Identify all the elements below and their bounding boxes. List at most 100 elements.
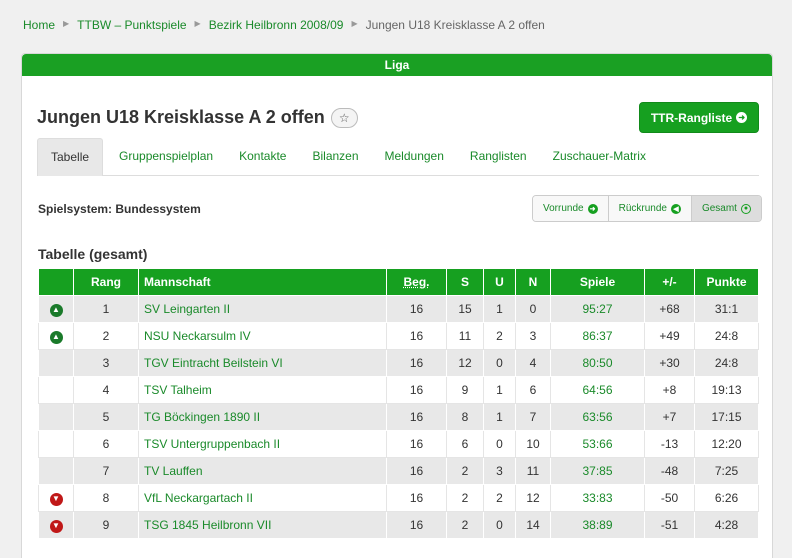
cell-rang: 6 [73,430,139,458]
tab-ranglisten[interactable]: Ranglisten [469,149,527,163]
breadcrumb-home[interactable]: Home [23,18,56,32]
favorite-star-button[interactable]: ☆ [330,107,358,128]
cell-s: 15 [446,295,484,323]
cell-rang: 3 [73,349,139,377]
cell-spiele[interactable]: 63:56 [550,403,645,431]
cell-punkte: 17:15 [694,403,759,431]
cell-u: 1 [483,376,516,404]
cell-u: 0 [483,511,516,539]
cell-s: 2 [446,457,484,485]
table-row: 7 TV Lauffen 16 2 3 11 37:85 -48 7:25 [38,457,759,485]
cell-u: 1 [483,403,516,431]
breadcrumb-separator-icon: ▶ [194,18,201,28]
cell-s: 12 [446,349,484,377]
cell-indicator [38,349,74,377]
cell-s: 2 [446,511,484,539]
col-s: S [446,268,484,296]
tab-tabelle[interactable]: Tabelle [37,138,104,176]
cell-spiele[interactable]: 80:50 [550,349,645,377]
cell-n: 4 [515,349,551,377]
cell-mannschaft: TGV Eintracht Beilstein VI [138,349,387,377]
cell-beg: 16 [386,403,447,431]
tab-bilanzen[interactable]: Bilanzen [312,149,359,163]
gesamt-button[interactable]: Gesamt ● [691,196,761,221]
rueckrunde-button[interactable]: Rückrunde ◀ [608,196,692,221]
panel-header: Liga [22,54,772,76]
cell-n: 11 [515,457,551,485]
cell-rang: 2 [73,322,139,350]
cell-spiele[interactable]: 33:83 [550,484,645,512]
star-icon: ☆ [338,110,350,125]
breadcrumb-bezirk[interactable]: Bezirk Heilbronn 2008/09 [208,18,344,32]
team-link[interactable]: TGV Eintracht Beilstein VI [144,356,283,370]
col-punkte: Punkte [694,268,759,296]
col-spiele: Spiele [550,268,645,296]
cell-rang: 5 [73,403,139,431]
tab-gruppenspielplan[interactable]: Gruppenspielplan [119,149,214,163]
cell-mannschaft: TSV Untergruppenbach II [138,430,387,458]
col-mannschaft: Mannschaft [138,268,387,296]
table-header-row: Rang Mannschaft Beg. S U N Spiele +/- Pu… [38,268,759,296]
cell-s: 2 [446,484,484,512]
round-button-group: Vorrunde ➜ Rückrunde ◀ Gesamt ● [532,195,762,222]
cell-u: 0 [483,430,516,458]
cell-n: 0 [515,295,551,323]
cell-spiele[interactable]: 38:89 [550,511,645,539]
cell-diff: +30 [644,349,695,377]
arrow-left-icon: ◀ [670,203,681,214]
arrow-right-icon: ➜ [736,112,748,123]
table-row: 3 TGV Eintracht Beilstein VI 16 12 0 4 80:50 +3… [38,349,759,377]
tab-meldungen[interactable]: Meldungen [384,149,444,163]
cell-indicator: ▲ [38,295,74,323]
cell-spiele[interactable]: 86:37 [550,322,645,350]
tab-bar: Tabelle Gruppenspielplan Kontakte Bilanz… [37,138,759,176]
tab-kontakte[interactable]: Kontakte [239,149,287,163]
rueckrunde-label: Rückrunde [618,203,667,214]
cell-spiele[interactable]: 95:27 [550,295,645,323]
table-row: ▲ 2 NSU Neckarsulm IV 16 11 2 3 86:37 +49 24:8 [38,322,759,350]
cell-n: 14 [515,511,551,539]
league-table: Rang Mannschaft Beg. S U N Spiele +/- Pu… [38,268,759,539]
cell-n: 10 [515,430,551,458]
cell-mannschaft: SV Leingarten II [138,295,387,323]
section-title: Tabelle (gesamt) [38,246,148,262]
team-link[interactable]: VfL Neckargartach II [144,491,253,505]
team-link[interactable]: TSV Talheim [144,383,212,397]
team-link[interactable]: NSU Neckarsulm IV [144,329,251,343]
arrow-right-icon: ➜ [587,203,598,214]
cell-mannschaft: VfL Neckargartach II [138,484,387,512]
cell-spiele[interactable]: 64:56 [550,376,645,404]
cell-mannschaft: TSV Talheim [138,376,387,404]
breadcrumb-ttbw[interactable]: TTBW – Punktspiele [77,18,187,32]
vorrunde-label: Vorrunde [543,203,584,214]
cell-punkte: 6:26 [694,484,759,512]
ttr-rangliste-button[interactable]: TTR-Rangliste ➜ [639,102,759,133]
promotion-up-icon: ▲ [49,303,63,317]
cell-spiele[interactable]: 37:85 [550,457,645,485]
tab-zuschauer-matrix[interactable]: Zuschauer-Matrix [552,149,646,163]
cell-spiele[interactable]: 53:66 [550,430,645,458]
cell-u: 2 [483,322,516,350]
cell-s: 6 [446,430,484,458]
cell-rang: 7 [73,457,139,485]
team-link[interactable]: TSG 1845 Heilbronn VII [144,518,272,532]
cell-mannschaft: TSG 1845 Heilbronn VII [138,511,387,539]
cell-beg: 16 [386,295,447,323]
cell-n: 7 [515,403,551,431]
breadcrumb: Home ▶ TTBW – Punktspiele ▶ Bezirk Heilb… [23,18,545,32]
team-link[interactable]: TG Böckingen 1890 II [144,410,261,424]
team-link[interactable]: TSV Untergruppenbach II [144,437,281,451]
col-diff: +/- [644,268,695,296]
team-link[interactable]: TV Lauffen [144,464,203,478]
col-rang: Rang [73,268,139,296]
cell-mannschaft: TV Lauffen [138,457,387,485]
col-beg-label: Beg. [403,275,430,289]
cell-n: 12 [515,484,551,512]
cell-diff: -48 [644,457,695,485]
col-beg[interactable]: Beg. [386,268,447,296]
cell-punkte: 19:13 [694,376,759,404]
cell-u: 3 [483,457,516,485]
cell-indicator: ▼ [38,484,74,512]
vorrunde-button[interactable]: Vorrunde ➜ [533,196,609,221]
team-link[interactable]: SV Leingarten II [144,302,231,316]
